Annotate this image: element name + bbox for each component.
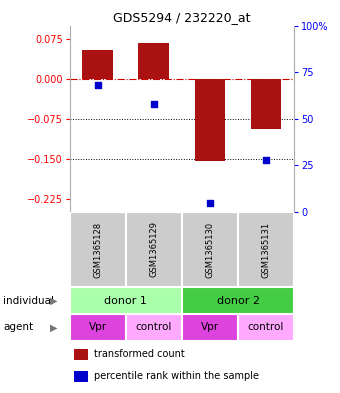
Bar — [70, 212, 126, 287]
Text: GSM1365131: GSM1365131 — [261, 221, 271, 277]
Bar — [182, 314, 238, 341]
Text: Vpr: Vpr — [89, 322, 107, 332]
Bar — [238, 314, 294, 341]
Bar — [194, 79, 225, 161]
Text: transformed count: transformed count — [95, 349, 185, 360]
Bar — [138, 42, 169, 79]
Text: Vpr: Vpr — [201, 322, 219, 332]
Point — [207, 199, 213, 206]
Text: individual: individual — [3, 296, 54, 306]
Bar — [182, 287, 294, 314]
Text: percentile rank within the sample: percentile rank within the sample — [95, 371, 259, 382]
Bar — [126, 314, 182, 341]
Text: GSM1365130: GSM1365130 — [205, 221, 215, 277]
Bar — [251, 79, 282, 129]
Bar — [182, 212, 238, 287]
Text: control: control — [248, 322, 284, 332]
Text: GSM1365129: GSM1365129 — [149, 222, 158, 277]
Text: GSM1365128: GSM1365128 — [93, 221, 102, 277]
Text: donor 2: donor 2 — [217, 296, 259, 306]
Title: GDS5294 / 232220_at: GDS5294 / 232220_at — [113, 11, 251, 24]
Point — [151, 101, 157, 107]
Point — [263, 156, 269, 163]
Bar — [70, 287, 182, 314]
Bar — [238, 212, 294, 287]
Bar — [82, 50, 113, 79]
Point — [95, 82, 101, 88]
Text: agent: agent — [3, 322, 34, 332]
Text: ▶: ▶ — [50, 322, 58, 332]
Bar — [70, 314, 126, 341]
Bar — [74, 371, 88, 382]
Text: ▶: ▶ — [50, 296, 58, 306]
Bar — [126, 212, 182, 287]
Text: control: control — [136, 322, 172, 332]
Text: donor 1: donor 1 — [104, 296, 147, 306]
Bar — [74, 349, 88, 360]
